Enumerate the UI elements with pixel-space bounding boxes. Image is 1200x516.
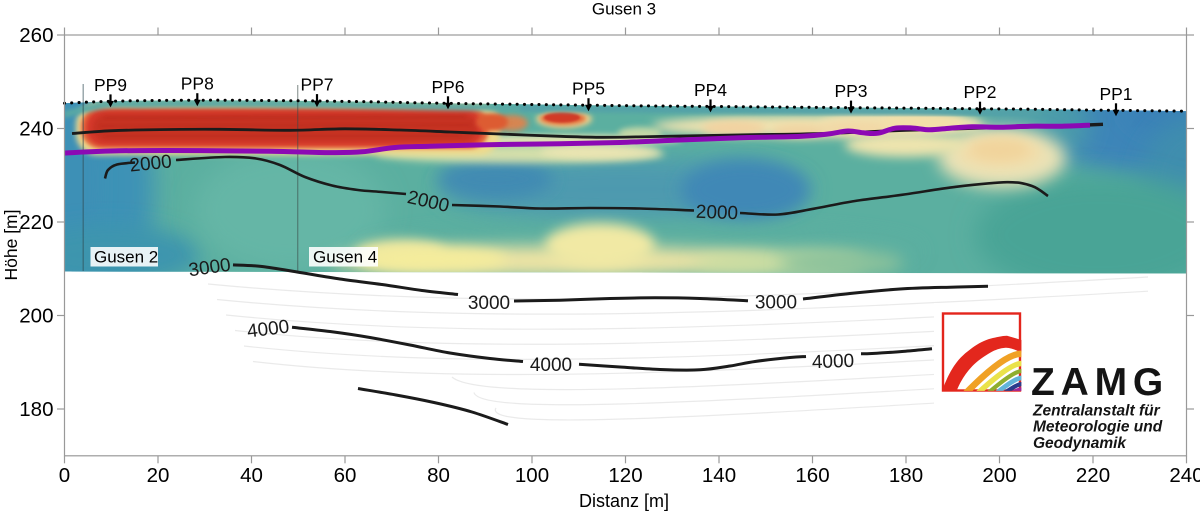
svg-text:PP7: PP7	[300, 75, 333, 95]
svg-text:PP2: PP2	[963, 82, 996, 102]
svg-text:2000: 2000	[129, 151, 173, 176]
svg-text:180: 180	[19, 398, 53, 421]
svg-text:Distanz [m]: Distanz [m]	[579, 491, 669, 511]
svg-text:Gusen 4: Gusen 4	[313, 248, 377, 267]
svg-text:140: 140	[702, 464, 736, 487]
svg-text:Höhe [m]: Höhe [m]	[1, 210, 21, 281]
svg-text:Meteorologie und: Meteorologie und	[1033, 419, 1163, 436]
svg-text:2000: 2000	[695, 202, 738, 224]
svg-text:260: 260	[19, 24, 53, 47]
svg-text:PP8: PP8	[181, 74, 214, 94]
svg-text:120: 120	[608, 464, 642, 487]
svg-text:PP4: PP4	[694, 80, 727, 100]
svg-text:100: 100	[515, 464, 549, 487]
svg-text:PP9: PP9	[94, 75, 127, 95]
svg-text:3000: 3000	[755, 293, 797, 314]
svg-text:3000: 3000	[468, 293, 510, 314]
svg-text:PP5: PP5	[572, 79, 605, 99]
svg-text:60: 60	[334, 464, 357, 487]
svg-text:240: 240	[1169, 464, 1200, 487]
svg-text:240: 240	[19, 118, 53, 141]
svg-text:80: 80	[427, 464, 450, 487]
svg-text:ZAMG: ZAMG	[1031, 361, 1169, 404]
svg-text:20: 20	[147, 464, 170, 487]
svg-text:0: 0	[59, 464, 70, 487]
svg-text:Gusen 3: Gusen 3	[592, 0, 656, 19]
svg-text:160: 160	[795, 464, 829, 487]
svg-text:200: 200	[19, 305, 53, 328]
svg-text:PP3: PP3	[834, 81, 867, 101]
svg-text:4000: 4000	[246, 316, 291, 342]
svg-text:PP1: PP1	[1099, 84, 1132, 104]
svg-text:Gusen 2: Gusen 2	[94, 248, 158, 267]
svg-text:220: 220	[1076, 464, 1110, 487]
svg-text:180: 180	[889, 464, 923, 487]
svg-text:Zentralanstalt für: Zentralanstalt für	[1032, 402, 1161, 419]
svg-text:200: 200	[982, 464, 1016, 487]
svg-text:4000: 4000	[530, 355, 572, 376]
svg-text:4000: 4000	[812, 351, 855, 373]
svg-text:Geodynamik: Geodynamik	[1033, 435, 1127, 452]
svg-text:220: 220	[19, 211, 53, 234]
svg-text:PP6: PP6	[431, 77, 464, 97]
svg-text:40: 40	[240, 464, 263, 487]
